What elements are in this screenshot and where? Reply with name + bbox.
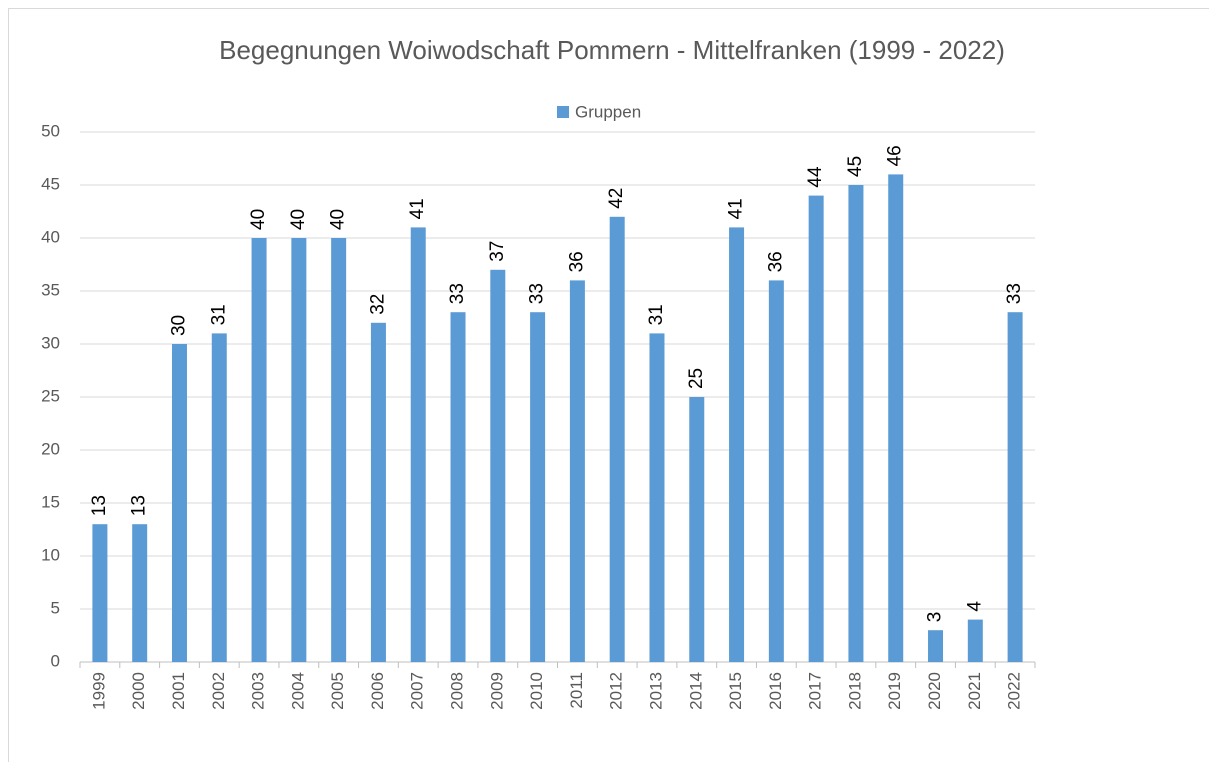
bar <box>689 397 705 662</box>
data-label: 40 <box>248 209 269 230</box>
data-label: 33 <box>527 283 548 304</box>
x-tick-label: 2002 <box>209 672 228 710</box>
x-tick-label: 2008 <box>448 672 467 710</box>
x-tick-label: 2014 <box>686 672 705 710</box>
data-label: 31 <box>208 304 229 325</box>
y-tick-label: 0 <box>51 651 60 670</box>
x-tick-label: 2006 <box>368 672 387 710</box>
data-label: 42 <box>606 188 627 209</box>
data-label: 30 <box>168 315 189 336</box>
chart-title: Begegnungen Woiwodschaft Pommern - Mitte… <box>219 35 1005 65</box>
x-tick-label: 2022 <box>1005 672 1024 710</box>
y-tick-label: 50 <box>41 121 60 140</box>
data-label: 33 <box>447 283 468 304</box>
bar <box>808 195 824 662</box>
bar <box>450 312 466 662</box>
legend-label: Gruppen <box>575 102 641 121</box>
data-label: 40 <box>288 209 309 230</box>
bar <box>569 280 585 662</box>
x-tick-label: 2007 <box>408 672 427 710</box>
y-tick-label: 35 <box>41 280 60 299</box>
data-label: 4 <box>964 601 985 612</box>
x-tick-label: 2016 <box>766 672 785 710</box>
y-tick-label: 45 <box>41 174 60 193</box>
y-tick-label: 30 <box>41 333 60 352</box>
bar <box>609 216 625 663</box>
x-tick-label: 2004 <box>288 672 307 710</box>
y-tick-label: 40 <box>41 227 60 246</box>
data-label: 37 <box>487 241 508 262</box>
data-label: 40 <box>328 209 349 230</box>
data-label: 44 <box>805 166 826 188</box>
bar <box>331 238 347 662</box>
bar <box>370 322 386 662</box>
x-tick-label: 2017 <box>806 672 825 710</box>
data-label: 13 <box>129 495 150 516</box>
x-tick-label: 2011 <box>567 672 586 709</box>
x-tick-label: 2000 <box>129 672 148 710</box>
x-tick-label: 2012 <box>607 672 626 710</box>
bar <box>171 344 187 662</box>
bar <box>729 227 745 662</box>
bar <box>251 238 267 662</box>
x-tick-label: 2005 <box>328 672 347 710</box>
data-label: 25 <box>686 368 707 389</box>
x-tick-label: 2010 <box>527 672 546 710</box>
legend-swatch <box>557 106 569 118</box>
bar <box>768 280 784 662</box>
bar <box>490 269 506 662</box>
data-label: 45 <box>845 156 866 177</box>
chart-border <box>8 8 1209 762</box>
data-label: 33 <box>1004 283 1025 304</box>
bar <box>132 524 148 662</box>
bar <box>92 524 108 662</box>
bar <box>967 619 983 662</box>
x-tick-label: 2018 <box>845 672 864 710</box>
data-label: 36 <box>765 251 786 272</box>
x-tick-label: 2009 <box>487 672 506 710</box>
x-tick-label: 2003 <box>249 672 268 710</box>
data-label: 41 <box>407 198 428 219</box>
bar <box>211 333 227 662</box>
x-tick-label: 2001 <box>169 672 188 710</box>
data-label: 31 <box>646 304 667 325</box>
y-tick-label: 25 <box>41 386 60 405</box>
bar <box>291 238 307 662</box>
y-tick-label: 10 <box>41 545 60 564</box>
y-tick-label: 15 <box>41 492 60 511</box>
x-tick-label: 1999 <box>89 672 108 710</box>
data-label: 41 <box>726 198 747 219</box>
data-label: 36 <box>566 251 587 272</box>
data-label: 13 <box>89 495 110 516</box>
data-label: 32 <box>367 294 388 315</box>
x-tick-label: 2021 <box>965 672 984 710</box>
x-tick-label: 2015 <box>726 672 745 710</box>
bar <box>410 227 426 662</box>
data-label: 46 <box>885 145 906 166</box>
bar <box>1007 312 1023 662</box>
y-tick-label: 5 <box>51 598 60 617</box>
bar <box>928 630 944 662</box>
x-tick-label: 2020 <box>925 672 944 710</box>
bar <box>649 333 665 662</box>
bar <box>530 312 546 662</box>
data-label: 3 <box>925 612 946 623</box>
x-tick-label: 2013 <box>646 672 665 710</box>
bar <box>888 174 904 662</box>
x-tick-label: 2019 <box>885 672 904 710</box>
bar <box>848 185 864 662</box>
y-tick-label: 20 <box>41 439 60 458</box>
